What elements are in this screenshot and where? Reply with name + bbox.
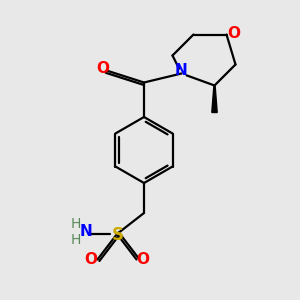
Text: N: N [80, 224, 93, 239]
Text: H: H [70, 233, 81, 247]
Text: S: S [112, 226, 124, 244]
Text: O: O [96, 61, 110, 76]
Text: O: O [84, 252, 98, 267]
Text: O: O [227, 26, 241, 41]
Text: N: N [175, 63, 188, 78]
Polygon shape [212, 85, 217, 112]
Text: O: O [136, 252, 150, 267]
Text: H: H [70, 217, 81, 230]
